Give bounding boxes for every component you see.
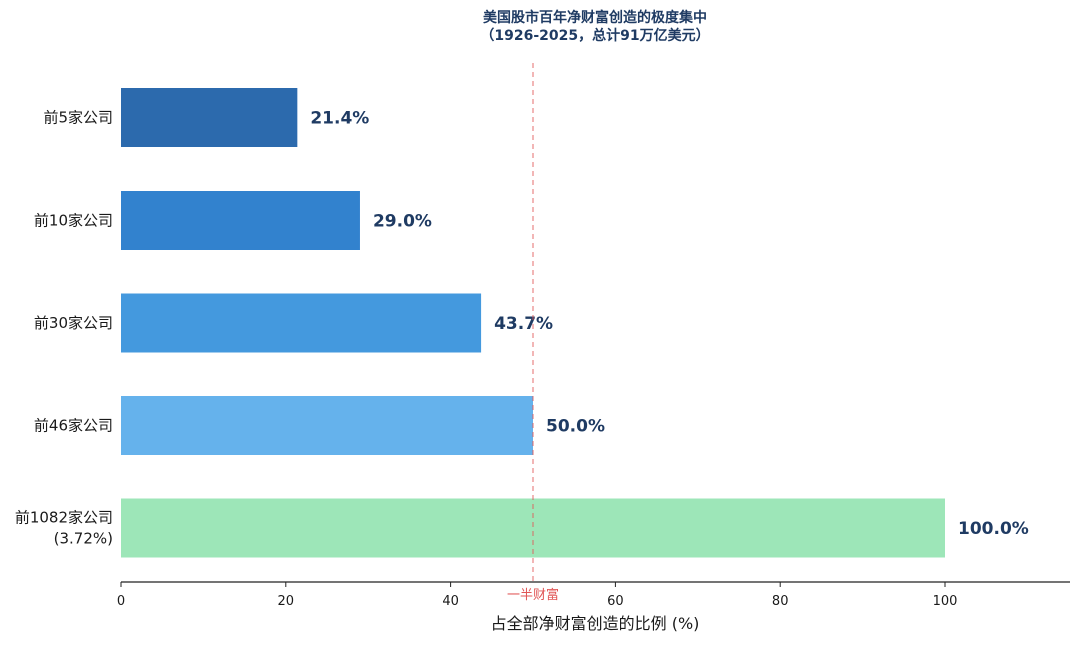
category-label: 前5家公司 xyxy=(43,109,113,127)
value-label: 29.0% xyxy=(373,212,432,232)
chart-subtitle: （1926-2025，总计91万亿美元） xyxy=(480,27,709,44)
bar xyxy=(121,396,533,455)
bars-group: 21.4% 前5家公司 29.0% 前10家公司 43.7% 前30家公司 50.0% 前46… xyxy=(15,88,1029,558)
bar xyxy=(121,293,482,353)
value-label: 43.7% xyxy=(494,314,553,334)
category-label: (3.72%) xyxy=(54,530,113,548)
x-tick-label: 20 xyxy=(278,594,295,609)
category-label: 前1082家公司 xyxy=(15,509,113,527)
value-label: 50.0% xyxy=(546,417,605,437)
x-tick-label: 80 xyxy=(772,594,789,609)
chart-title: 美国股市百年净财富创造的极度集中 xyxy=(483,9,707,26)
x-tick-label: 40 xyxy=(442,594,459,609)
value-label: 21.4% xyxy=(310,109,369,129)
category-label: 前10家公司 xyxy=(34,212,113,230)
x-axis: 0 20 40 60 80 100 xyxy=(117,581,1070,609)
x-tick-label: 0 xyxy=(117,594,125,609)
category-label: 前46家公司 xyxy=(34,417,113,435)
reference-line-group: 一半财富 xyxy=(507,63,559,603)
x-axis-label: 占全部净财富创造的比例 (%) xyxy=(491,614,700,633)
bar xyxy=(121,88,298,147)
x-tick-label: 60 xyxy=(607,594,624,609)
x-tick-label: 100 xyxy=(933,594,958,609)
bar xyxy=(121,191,360,250)
value-label: 100.0% xyxy=(958,519,1029,539)
reference-line-label: 一半财富 xyxy=(507,587,559,603)
category-label: 前30家公司 xyxy=(34,314,113,332)
